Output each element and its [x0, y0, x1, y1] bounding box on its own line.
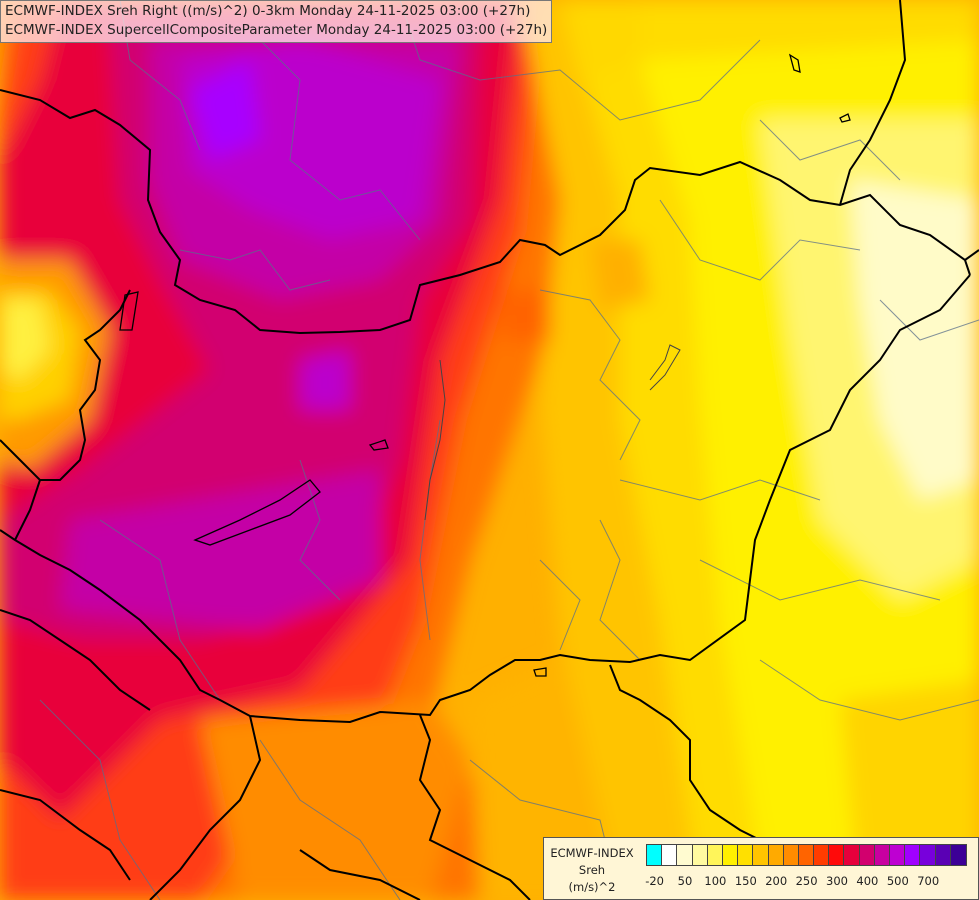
- river-outlines: [424, 344, 681, 521]
- legend-tick: 400: [856, 874, 879, 888]
- legend-swatch: [890, 845, 906, 865]
- legend-tick: 250: [795, 874, 818, 888]
- legend-swatch: [935, 845, 951, 865]
- legend-swatch: [905, 845, 921, 865]
- legend-tick: 100: [704, 874, 727, 888]
- legend-tick-labels: -20 50 100 150 200 250 300 400 500 700: [645, 874, 966, 892]
- legend-swatch: [753, 845, 769, 865]
- legend-tick: 700: [917, 874, 940, 888]
- legend-swatch: [692, 845, 708, 865]
- legend-swatch: [738, 845, 754, 865]
- legend-swatch: [783, 845, 799, 865]
- legend-swatch: [920, 845, 936, 865]
- legend-swatch: [768, 845, 784, 865]
- map-title-line-2: ECMWF-INDEX SupercellCompositeParameter …: [5, 22, 548, 38]
- legend-swatch: [950, 845, 966, 865]
- legend-tick: 150: [734, 874, 757, 888]
- legend-tick: 300: [826, 874, 848, 888]
- legend-tick: 200: [765, 874, 788, 888]
- legend-swatch: [798, 845, 815, 865]
- legend-swatch: [874, 845, 890, 865]
- legend-swatch: [859, 845, 875, 865]
- legend-swatch: [814, 845, 830, 865]
- legend-tick: -20: [645, 874, 664, 888]
- legend-swatch: [722, 845, 739, 865]
- legend-swatch: [662, 845, 678, 865]
- legend-tick: 50: [677, 874, 693, 888]
- legend-title: ECMWF-INDEX: [550, 846, 634, 860]
- legend-color-swatches: [646, 844, 967, 866]
- legend-swatch: [829, 845, 845, 865]
- legend-parameter: Sreh: [578, 863, 606, 877]
- legend-swatch: [707, 845, 723, 865]
- color-legend: ECMWF-INDEX Sreh (m/s)^2 -20 50 100 150 200 2…: [543, 837, 979, 900]
- legend-unit: (m/s)^2: [568, 880, 616, 894]
- map-title-box: ECMWF-INDEX Sreh Right ((m/s)^2) 0-3km M…: [0, 0, 553, 43]
- legend-swatch: [844, 845, 860, 865]
- legend-tick: 500: [886, 874, 909, 888]
- lake-outlines: [119, 53, 851, 677]
- legend-swatch: [647, 845, 663, 865]
- map-title-line-1: ECMWF-INDEX Sreh Right ((m/s)^2) 0-3km M…: [5, 3, 531, 19]
- legend-swatch: [677, 845, 693, 865]
